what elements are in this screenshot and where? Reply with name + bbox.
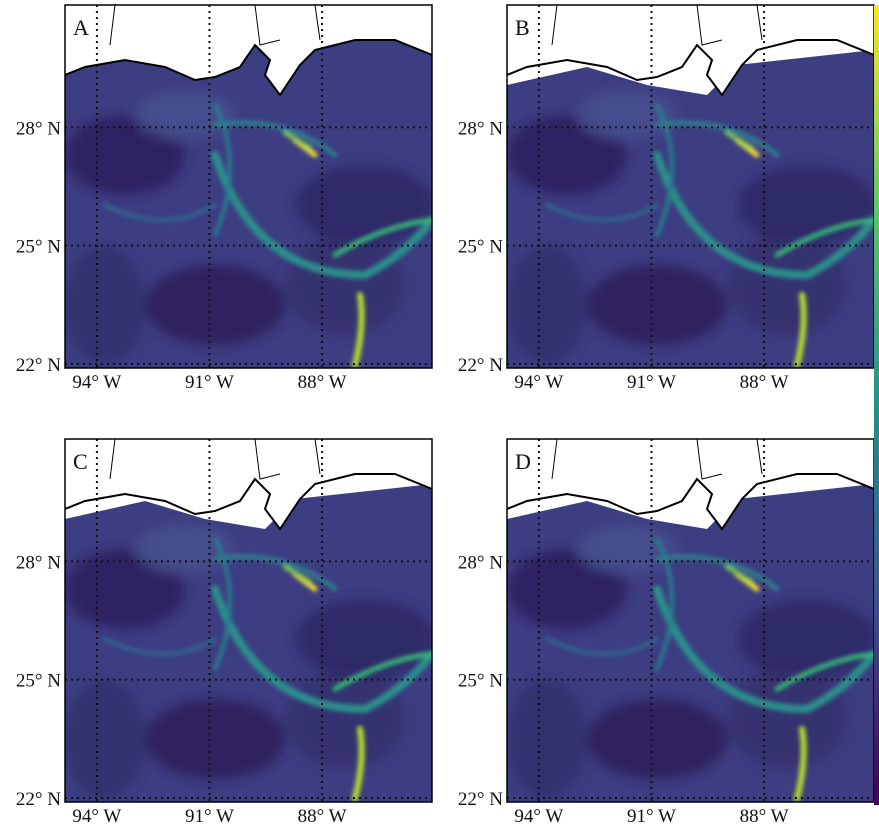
field-streak (653, 151, 874, 280)
state-border (551, 5, 763, 46)
lon-label: 91° W (627, 372, 676, 393)
field-texture (507, 90, 874, 365)
field-blob (507, 679, 587, 799)
lat-label: 25° N (16, 671, 61, 692)
lon-label: 88° W (740, 806, 789, 827)
panel-label: B (515, 15, 530, 40)
field-streak (212, 120, 338, 158)
field-streak (283, 565, 312, 584)
lat-label: 22° N (16, 789, 61, 810)
field-blob (587, 265, 727, 345)
lon-label: 94° W (514, 372, 563, 393)
field-streaks (545, 103, 874, 368)
field-streaks (545, 537, 874, 802)
coastline (507, 39, 874, 97)
panel-frame (64, 438, 433, 803)
panel-frame (64, 4, 433, 369)
colorbar (874, 5, 879, 805)
lat-label: 28° N (458, 118, 503, 139)
field-streak (725, 565, 754, 584)
lon-label: 94° W (72, 372, 121, 393)
field-streaks (103, 103, 432, 368)
field-streak (332, 651, 432, 692)
lon-label: 91° W (627, 806, 676, 827)
lon-label: 94° W (514, 806, 563, 827)
field-streak (352, 292, 365, 368)
lat-label: 28° N (16, 552, 61, 573)
lat-label: 28° N (458, 552, 503, 573)
lon-label: 88° W (298, 372, 347, 393)
map-panel (507, 439, 874, 802)
field-streak (655, 537, 674, 671)
field-streak (654, 120, 780, 158)
field-streak (213, 103, 232, 237)
field-streak (774, 217, 874, 258)
lon-label: 88° W (740, 372, 789, 393)
lat-label: 25° N (458, 671, 503, 692)
field-streak (794, 726, 807, 802)
field-blob (285, 669, 405, 769)
lat-label: 25° N (458, 237, 503, 258)
state-border (109, 439, 321, 480)
panel-label: D (515, 449, 531, 474)
land-mask (65, 439, 432, 529)
map-panel (65, 5, 432, 368)
field-blob (145, 699, 285, 779)
field-streak (352, 726, 365, 802)
lat-label: 25° N (16, 237, 61, 258)
land-mask (507, 5, 874, 95)
field-blob (285, 235, 405, 335)
field-streak (332, 217, 432, 258)
field-streak (545, 203, 659, 222)
field-blob (295, 599, 432, 679)
lat-label: 22° N (458, 355, 503, 376)
coastline (65, 473, 432, 531)
field-blob (737, 599, 874, 679)
field-streak (725, 131, 754, 150)
lon-label: 91° W (185, 372, 234, 393)
lon-label: 94° W (72, 806, 121, 827)
state-border (551, 439, 763, 480)
lat-label: 22° N (16, 355, 61, 376)
field-blob (65, 245, 145, 365)
field-streak (103, 203, 217, 222)
panel-label: A (73, 15, 89, 40)
field-streak (653, 585, 874, 714)
field-streak (774, 651, 874, 692)
field-streak (283, 131, 312, 150)
field-blob (145, 265, 285, 345)
land (65, 5, 432, 95)
field-blob (727, 669, 847, 769)
field-blob (587, 699, 727, 779)
state-border (109, 5, 321, 46)
lat-label: 28° N (16, 118, 61, 139)
field-streak (794, 292, 807, 368)
coastline (65, 39, 432, 97)
field-blob (65, 679, 145, 799)
field-streak (212, 554, 338, 592)
field-blob (727, 235, 847, 335)
lat-label: 22° N (458, 789, 503, 810)
coastline (507, 473, 874, 531)
field-streak (211, 585, 432, 714)
lon-label: 88° W (298, 806, 347, 827)
map-panel (65, 439, 432, 802)
field-streak (545, 637, 659, 656)
field-streak (103, 637, 217, 656)
field-streaks (103, 537, 432, 802)
field-streak (213, 537, 232, 671)
field-blob (507, 245, 587, 365)
field-streak (211, 151, 432, 280)
field-blob (737, 165, 874, 245)
land-mask (507, 439, 874, 529)
field-streak (655, 103, 674, 237)
field-streak (654, 554, 780, 592)
map-panel (507, 5, 874, 368)
field-blob (295, 165, 432, 245)
panel-label: C (73, 449, 88, 474)
lon-label: 91° W (185, 806, 234, 827)
